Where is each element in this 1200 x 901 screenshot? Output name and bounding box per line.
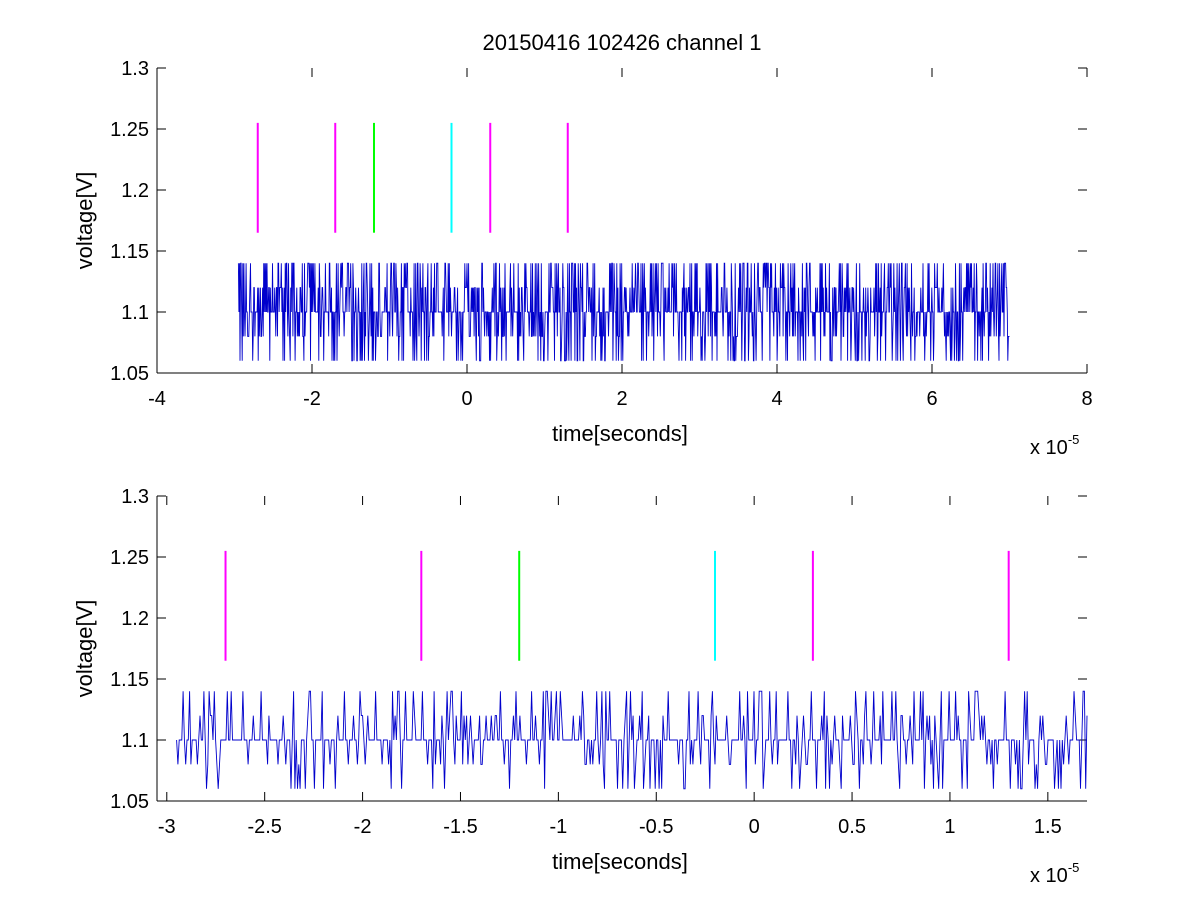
- x-scale-power: -5: [1068, 432, 1080, 447]
- y-tick-label: 1.25: [110, 119, 149, 141]
- y-tick-label: 1.05: [110, 791, 149, 813]
- x-scale-power: -5: [1068, 860, 1080, 875]
- y-tick-label: 1.05: [110, 363, 149, 385]
- y-tick-label: 1.1: [121, 302, 149, 324]
- x-tick-label: 2: [616, 388, 627, 410]
- x-tick-label: -2: [354, 816, 372, 838]
- x-tick-label: -1.5: [443, 816, 477, 838]
- x-tick-label: 0: [461, 388, 472, 410]
- y-tick-label: 1.15: [110, 241, 149, 263]
- y-axis-label: voltage[V]: [72, 172, 97, 270]
- x-scale-exponent-label: x 10-5: [1030, 860, 1079, 887]
- x-scale-base: x 10: [1030, 865, 1068, 887]
- y-tick-label: 1.15: [110, 669, 149, 691]
- x-scale-exponent-label: x 10-5: [1030, 432, 1079, 459]
- x-tick-label: 6: [926, 388, 937, 410]
- chart-title: 20150416 102426 channel 1: [483, 30, 762, 55]
- y-tick-label: 1.25: [110, 547, 149, 569]
- top-plot: 20150416 102426 channel 1 -4 -2 0 2 4 6 8 1.05 1.…: [72, 30, 1093, 459]
- y-tick-label: 1.2: [121, 608, 149, 630]
- x-tick-label: 0.5: [838, 816, 866, 838]
- x-tick-label: -2: [303, 388, 321, 410]
- x-tick-label: 1: [944, 816, 955, 838]
- voltage-trace: [176, 690, 1088, 790]
- bottom-plot: -3 -2.5 -2 -1.5 -1 -0.5 0 0.5 1 1.5 1.05 1.1 1.15 1.2…: [72, 486, 1088, 887]
- y-tick-label: 1.2: [121, 180, 149, 202]
- y-tick-label: 1.3: [121, 486, 149, 508]
- x-tick-label: 0: [749, 816, 760, 838]
- y-tick-label: 1.3: [121, 58, 149, 80]
- voltage-trace: [237, 262, 1010, 362]
- x-tick-label: 1.5: [1034, 816, 1062, 838]
- x-tick-label: -3: [158, 816, 176, 838]
- x-tick-label: -1: [549, 816, 567, 838]
- y-axis-label: voltage[V]: [72, 600, 97, 698]
- x-scale-base: x 10: [1030, 437, 1068, 459]
- x-tick-label: 8: [1081, 388, 1092, 410]
- x-tick-label: 4: [771, 388, 782, 410]
- x-tick-label: -2.5: [247, 816, 281, 838]
- y-tick-label: 1.1: [121, 730, 149, 752]
- x-tick-label: -4: [148, 388, 166, 410]
- x-tick-label: -0.5: [639, 816, 673, 838]
- x-axis-label: time[seconds]: [552, 849, 688, 874]
- x-axis-label: time[seconds]: [552, 421, 688, 446]
